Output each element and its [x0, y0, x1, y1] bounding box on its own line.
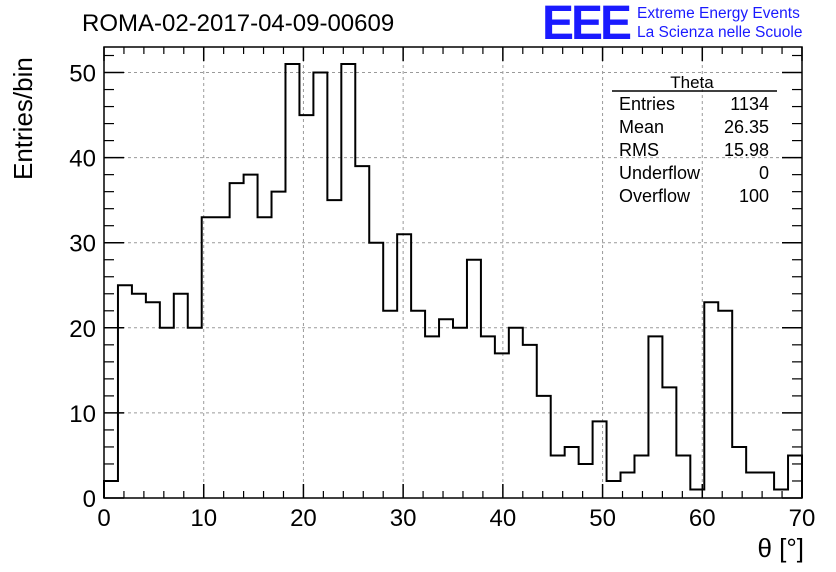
y-tick-label: 30 [69, 231, 96, 258]
x-tick-label: 70 [789, 505, 816, 532]
histogram-bin [146, 302, 160, 498]
x-tick-label: 20 [290, 505, 317, 532]
histogram-bin [467, 260, 481, 498]
histogram-bin [676, 455, 690, 498]
x-tick-label: 50 [589, 505, 616, 532]
histogram-bin [718, 311, 732, 498]
logo-line-2: La Scienza nelle Scuole [637, 24, 803, 41]
histogram-bin [313, 73, 327, 498]
histogram-bin [774, 489, 788, 498]
histogram-bin [188, 328, 202, 498]
histogram-bin [690, 489, 704, 498]
stats-box: Theta Entries 1134 Mean 26.35 RMS 15.98 Underf… [612, 73, 777, 206]
y-axis-label: Entries/bin [8, 57, 38, 180]
stats-row-value: 0 [759, 163, 769, 183]
x-tick-labels: 0 10 20 30 40 50 60 70 [97, 505, 815, 532]
histogram-bin [551, 455, 565, 498]
stats-row-label: Mean [619, 117, 664, 137]
histogram-bin [746, 472, 760, 498]
histogram-bin [285, 64, 299, 498]
histogram-bin [299, 115, 313, 498]
histogram-bin [593, 421, 607, 498]
histogram-bin [495, 353, 509, 498]
histogram-bin [662, 387, 676, 498]
histogram-bin [397, 234, 411, 498]
histogram-bin [104, 481, 118, 498]
histogram-bin [258, 217, 272, 498]
y-tick-label: 20 [69, 316, 96, 343]
stats-row-value: 100 [739, 186, 769, 206]
histogram-bin [565, 447, 579, 498]
plot-frame [103, 46, 803, 499]
histogram-bin [509, 328, 523, 498]
histogram-bin [732, 447, 746, 498]
histogram-bin [481, 336, 495, 498]
histogram-bin [788, 455, 802, 498]
y-tick-labels: 0 10 20 30 40 50 [69, 61, 96, 513]
histogram-bin [579, 464, 593, 498]
histogram-bin [327, 200, 341, 498]
histogram-bin [634, 455, 648, 498]
x-tick-label: 40 [490, 505, 517, 532]
histogram-bin [244, 175, 258, 498]
histogram-bin [411, 311, 425, 498]
stats-row-label: RMS [619, 140, 659, 160]
stats-row-label: Entries [619, 94, 675, 114]
stats-row-value: 1134 [730, 94, 769, 114]
y-tick-label: 10 [69, 401, 96, 428]
x-tick-label: 10 [190, 505, 217, 532]
histogram-bin [425, 336, 439, 498]
stats-row-value: 15.98 [724, 140, 769, 160]
stats-row-label: Overflow [619, 186, 691, 206]
histogram-bin [704, 302, 718, 498]
histogram-bin [648, 336, 662, 498]
y-tick-label: 0 [83, 486, 96, 513]
histogram-bin [453, 328, 467, 498]
y-tick-label: 50 [69, 61, 96, 88]
histogram-bin [355, 166, 369, 498]
y-tick-label: 40 [69, 146, 96, 173]
histogram-bin [607, 481, 621, 498]
stats-rows: Entries 1134 Mean 26.35 RMS 15.98 Underflow 0 Ov… [619, 94, 769, 206]
stats-title: Theta [670, 73, 714, 92]
stats-row-value: 26.35 [724, 117, 769, 137]
eee-logo: EEE [542, 0, 632, 50]
histogram-bin [523, 345, 537, 498]
x-tick-label: 0 [97, 505, 110, 532]
histogram-bin [537, 396, 551, 498]
histogram-bin [439, 319, 453, 498]
histogram-bin [383, 311, 397, 498]
histogram-bin [216, 217, 230, 498]
histogram-bin [118, 285, 132, 498]
histogram-bin [174, 294, 188, 498]
histogram-bin [132, 294, 146, 498]
x-axis-label: θ [°] [757, 533, 804, 563]
histogram-bin [760, 472, 774, 498]
x-tick-label: 60 [689, 505, 716, 532]
histogram-bin [272, 192, 286, 498]
histogram-bin [621, 472, 635, 498]
x-tick-label: 30 [390, 505, 417, 532]
logo-line-1: Extreme Energy Events [637, 5, 800, 22]
histogram-bin [230, 183, 244, 498]
histogram-bin [160, 328, 174, 498]
histogram-outline [103, 63, 803, 498]
histogram-bin [202, 217, 216, 498]
histogram-bin [369, 243, 383, 498]
histogram-bin [341, 64, 355, 498]
stats-row-label: Underflow [619, 163, 701, 183]
histogram-bins [104, 64, 802, 498]
run-title: ROMA-02-2017-04-09-00609 [82, 10, 395, 37]
